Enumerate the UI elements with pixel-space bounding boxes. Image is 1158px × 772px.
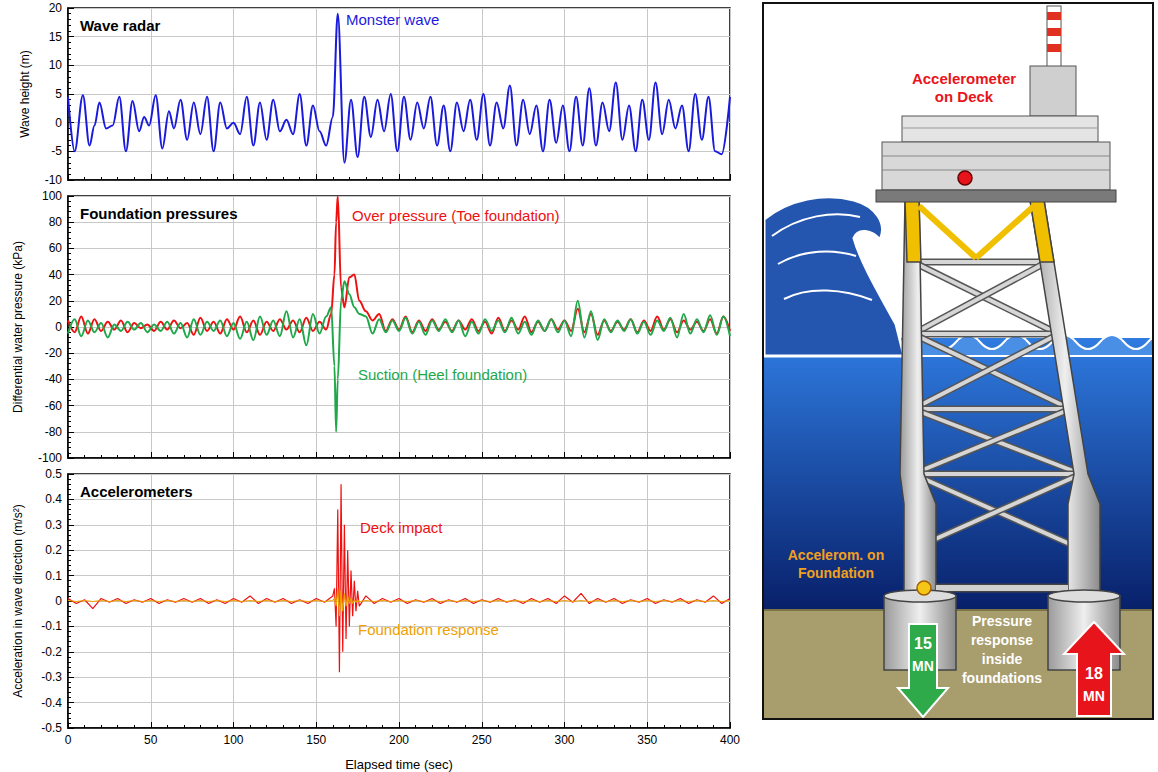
svg-text:50: 50 [144,733,158,747]
svg-text:0: 0 [65,733,72,747]
svg-text:-5: -5 [51,144,62,158]
svg-text:-0.5: -0.5 [41,721,62,735]
svg-text:0.5: 0.5 [45,467,62,481]
svg-text:0: 0 [55,116,62,130]
svg-text:Accelerometers: Accelerometers [80,483,193,500]
svg-text:0: 0 [55,320,62,334]
svg-text:MN: MN [1083,688,1105,704]
svg-text:15: 15 [49,30,63,44]
svg-text:40: 40 [49,268,63,282]
svg-text:MN: MN [912,658,934,674]
svg-text:Differential water pressure (k: Differential water pressure (kPa) [11,241,25,413]
svg-text:80: 80 [49,215,63,229]
svg-text:-40: -40 [45,372,63,386]
svg-text:Foundation response: Foundation response [358,621,499,638]
svg-text:-0.1: -0.1 [41,619,62,633]
svg-text:18: 18 [1085,665,1103,682]
svg-text:150: 150 [306,733,326,747]
svg-text:Foundation: Foundation [798,565,874,581]
svg-text:200: 200 [389,733,409,747]
svg-text:300: 300 [554,733,574,747]
svg-text:-0.2: -0.2 [41,645,62,659]
svg-text:Elapsed time (sec): Elapsed time (sec) [345,757,453,772]
svg-text:20: 20 [49,294,63,308]
svg-text:15: 15 [914,635,932,652]
svg-text:100: 100 [42,189,62,203]
svg-text:Monster wave: Monster wave [346,11,439,28]
svg-text:Wave radar: Wave radar [80,17,160,34]
svg-text:10: 10 [49,58,63,72]
svg-text:Pressure: Pressure [972,613,1032,629]
svg-text:0: 0 [55,594,62,608]
svg-text:100: 100 [223,733,243,747]
svg-text:20: 20 [49,1,63,15]
svg-text:5: 5 [55,87,62,101]
svg-text:0.3: 0.3 [45,518,62,532]
svg-text:-0.4: -0.4 [41,696,62,710]
svg-text:Foundation pressures: Foundation pressures [80,205,238,222]
svg-text:400: 400 [720,733,740,747]
svg-text:inside: inside [982,651,1023,667]
svg-text:350: 350 [637,733,657,747]
svg-text:60: 60 [49,241,63,255]
svg-text:Wave height (m): Wave height (m) [18,50,32,138]
svg-text:250: 250 [472,733,492,747]
svg-text:on Deck: on Deck [935,88,994,105]
svg-text:Over pressure (Toe foundation): Over pressure (Toe foundation) [352,207,560,224]
svg-text:-80: -80 [45,425,63,439]
svg-text:Accelerom. on: Accelerom. on [788,547,884,563]
svg-text:-100: -100 [38,451,62,465]
svg-text:foundations: foundations [962,670,1042,686]
svg-text:0.1: 0.1 [45,569,62,583]
svg-text:Acceleration in wave direction: Acceleration in wave direction (m/s²) [11,504,25,697]
svg-text:-0.3: -0.3 [41,670,62,684]
svg-text:Deck impact: Deck impact [360,519,443,536]
svg-text:0.2: 0.2 [45,543,62,557]
svg-text:-20: -20 [45,346,63,360]
svg-text:Suction (Heel foundation): Suction (Heel foundation) [358,366,527,383]
svg-text:-60: -60 [45,399,63,413]
svg-text:-10: -10 [45,173,63,187]
svg-text:0.4: 0.4 [45,492,62,506]
svg-text:response: response [971,632,1033,648]
svg-text:Accelerometer: Accelerometer [912,70,1016,87]
